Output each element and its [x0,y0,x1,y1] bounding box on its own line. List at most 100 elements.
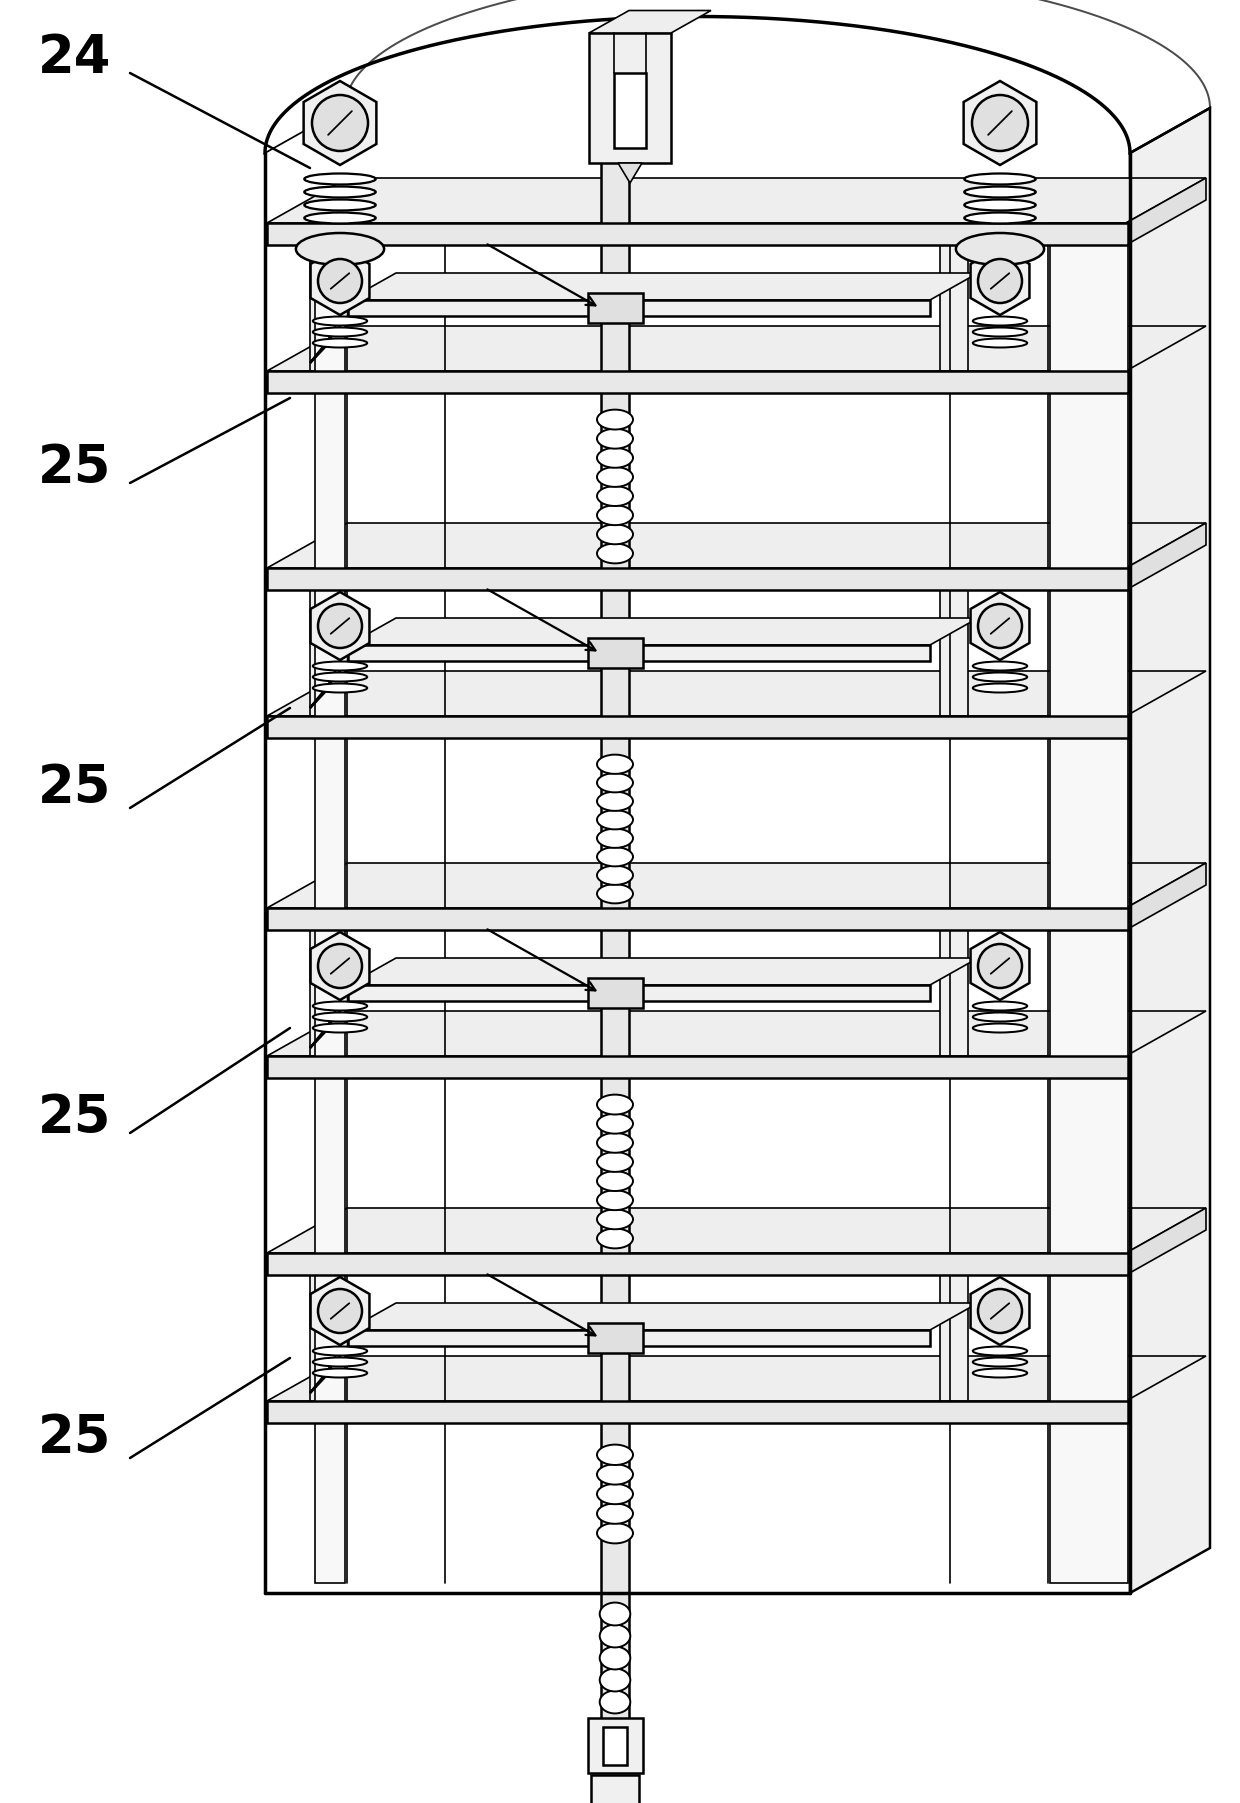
Polygon shape [589,11,711,32]
Ellipse shape [596,792,632,811]
Polygon shape [1126,523,1207,590]
Ellipse shape [596,1094,632,1114]
Ellipse shape [600,1646,630,1670]
Bar [940,245,968,371]
Polygon shape [1126,178,1207,245]
Circle shape [312,96,368,151]
Circle shape [317,260,362,303]
Polygon shape [1130,108,1210,1594]
Polygon shape [1126,864,1207,930]
Bar [348,645,930,662]
Bar [348,984,930,1001]
Ellipse shape [965,186,1035,198]
Ellipse shape [312,1347,367,1356]
Bar [940,590,968,716]
Ellipse shape [596,1504,632,1524]
Ellipse shape [304,186,376,198]
Bar [267,1253,1128,1275]
Circle shape [317,1289,362,1332]
Polygon shape [267,1356,1207,1401]
Polygon shape [971,247,1029,316]
Bar [310,1275,339,1401]
Polygon shape [618,162,642,182]
Polygon shape [310,299,348,362]
Ellipse shape [304,213,376,224]
Bar [265,153,1130,1594]
Circle shape [317,604,362,647]
Ellipse shape [596,1114,632,1134]
Ellipse shape [312,662,367,671]
Polygon shape [971,932,1029,1001]
Polygon shape [348,1304,978,1331]
Ellipse shape [596,1152,632,1172]
Bar [588,638,644,667]
Ellipse shape [596,865,632,885]
Text: 25: 25 [38,763,112,813]
Bar [310,590,339,716]
Bar [588,1323,644,1352]
Ellipse shape [596,755,632,773]
Ellipse shape [596,1524,632,1543]
Ellipse shape [596,773,632,792]
Ellipse shape [965,213,1035,224]
Text: 24: 24 [38,32,112,85]
Ellipse shape [596,525,632,545]
Polygon shape [971,591,1029,660]
Bar [591,1774,639,1803]
Ellipse shape [596,543,632,563]
Bar [310,245,339,371]
Bar [589,32,671,162]
Ellipse shape [973,673,1027,682]
Polygon shape [1126,1208,1207,1275]
Ellipse shape [973,1358,1027,1367]
Circle shape [978,1289,1022,1332]
Bar [603,1727,627,1765]
Circle shape [972,96,1028,151]
Circle shape [978,945,1022,988]
Ellipse shape [312,317,367,326]
Ellipse shape [973,1347,1027,1356]
Ellipse shape [596,505,632,525]
Polygon shape [310,984,348,1048]
Ellipse shape [596,810,632,829]
Bar [940,930,968,1057]
Ellipse shape [956,233,1044,265]
Bar [267,568,1128,590]
Bar [310,930,339,1057]
Bar [1050,224,1128,1583]
Ellipse shape [596,1210,632,1230]
Ellipse shape [965,173,1035,184]
Ellipse shape [596,1228,632,1248]
Ellipse shape [596,883,632,903]
Ellipse shape [312,683,367,692]
Polygon shape [348,272,978,299]
Ellipse shape [596,1464,632,1484]
Circle shape [317,945,362,988]
Ellipse shape [312,328,367,337]
Bar [315,224,345,1583]
Polygon shape [267,671,1207,716]
Ellipse shape [973,328,1027,337]
Ellipse shape [600,1668,630,1691]
Ellipse shape [965,200,1035,211]
Bar [267,909,1128,930]
Polygon shape [267,326,1207,371]
Bar [940,1275,968,1401]
Polygon shape [310,247,370,316]
Text: 25: 25 [38,442,112,494]
Bar [348,299,930,316]
Polygon shape [267,1208,1207,1253]
Bar [614,72,646,148]
Bar [588,977,644,1008]
Polygon shape [963,81,1037,166]
Ellipse shape [973,339,1027,348]
Ellipse shape [973,317,1027,326]
Ellipse shape [312,673,367,682]
Bar [601,123,629,1744]
Polygon shape [267,523,1207,568]
Bar [267,224,1128,245]
Ellipse shape [973,1024,1027,1033]
Circle shape [978,604,1022,647]
Text: 25: 25 [38,1093,112,1143]
Bar [267,371,1128,393]
